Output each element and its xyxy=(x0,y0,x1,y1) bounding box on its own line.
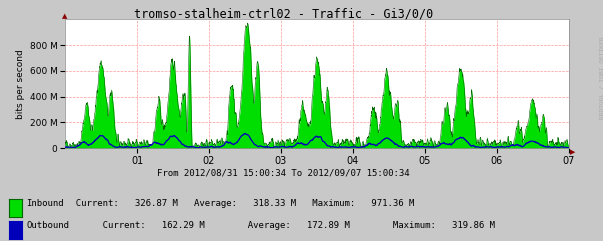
Text: tromso-stalheim-ctrl02 - Traffic - Gi3/0/0: tromso-stalheim-ctrl02 - Traffic - Gi3/0… xyxy=(134,7,433,20)
Text: Current:   326.87 M   Average:   318.33 M   Maximum:   971.36 M: Current: 326.87 M Average: 318.33 M Maxi… xyxy=(65,199,414,208)
Text: RRDTOOL / TOBI OETIKER: RRDTOOL / TOBI OETIKER xyxy=(600,36,603,119)
Text: ▲: ▲ xyxy=(62,13,68,19)
Text: Inbound: Inbound xyxy=(27,199,64,208)
Text: From 2012/08/31 15:00:34 To 2012/09/07 15:00:34: From 2012/08/31 15:00:34 To 2012/09/07 1… xyxy=(157,169,409,178)
Y-axis label: bits per second: bits per second xyxy=(16,49,25,119)
Text: Outbound: Outbound xyxy=(27,221,69,229)
Text: ▶: ▶ xyxy=(570,149,575,155)
Text: Current:   162.29 M        Average:   172.89 M        Maximum:   319.86 M: Current: 162.29 M Average: 172.89 M Maxi… xyxy=(65,221,494,229)
